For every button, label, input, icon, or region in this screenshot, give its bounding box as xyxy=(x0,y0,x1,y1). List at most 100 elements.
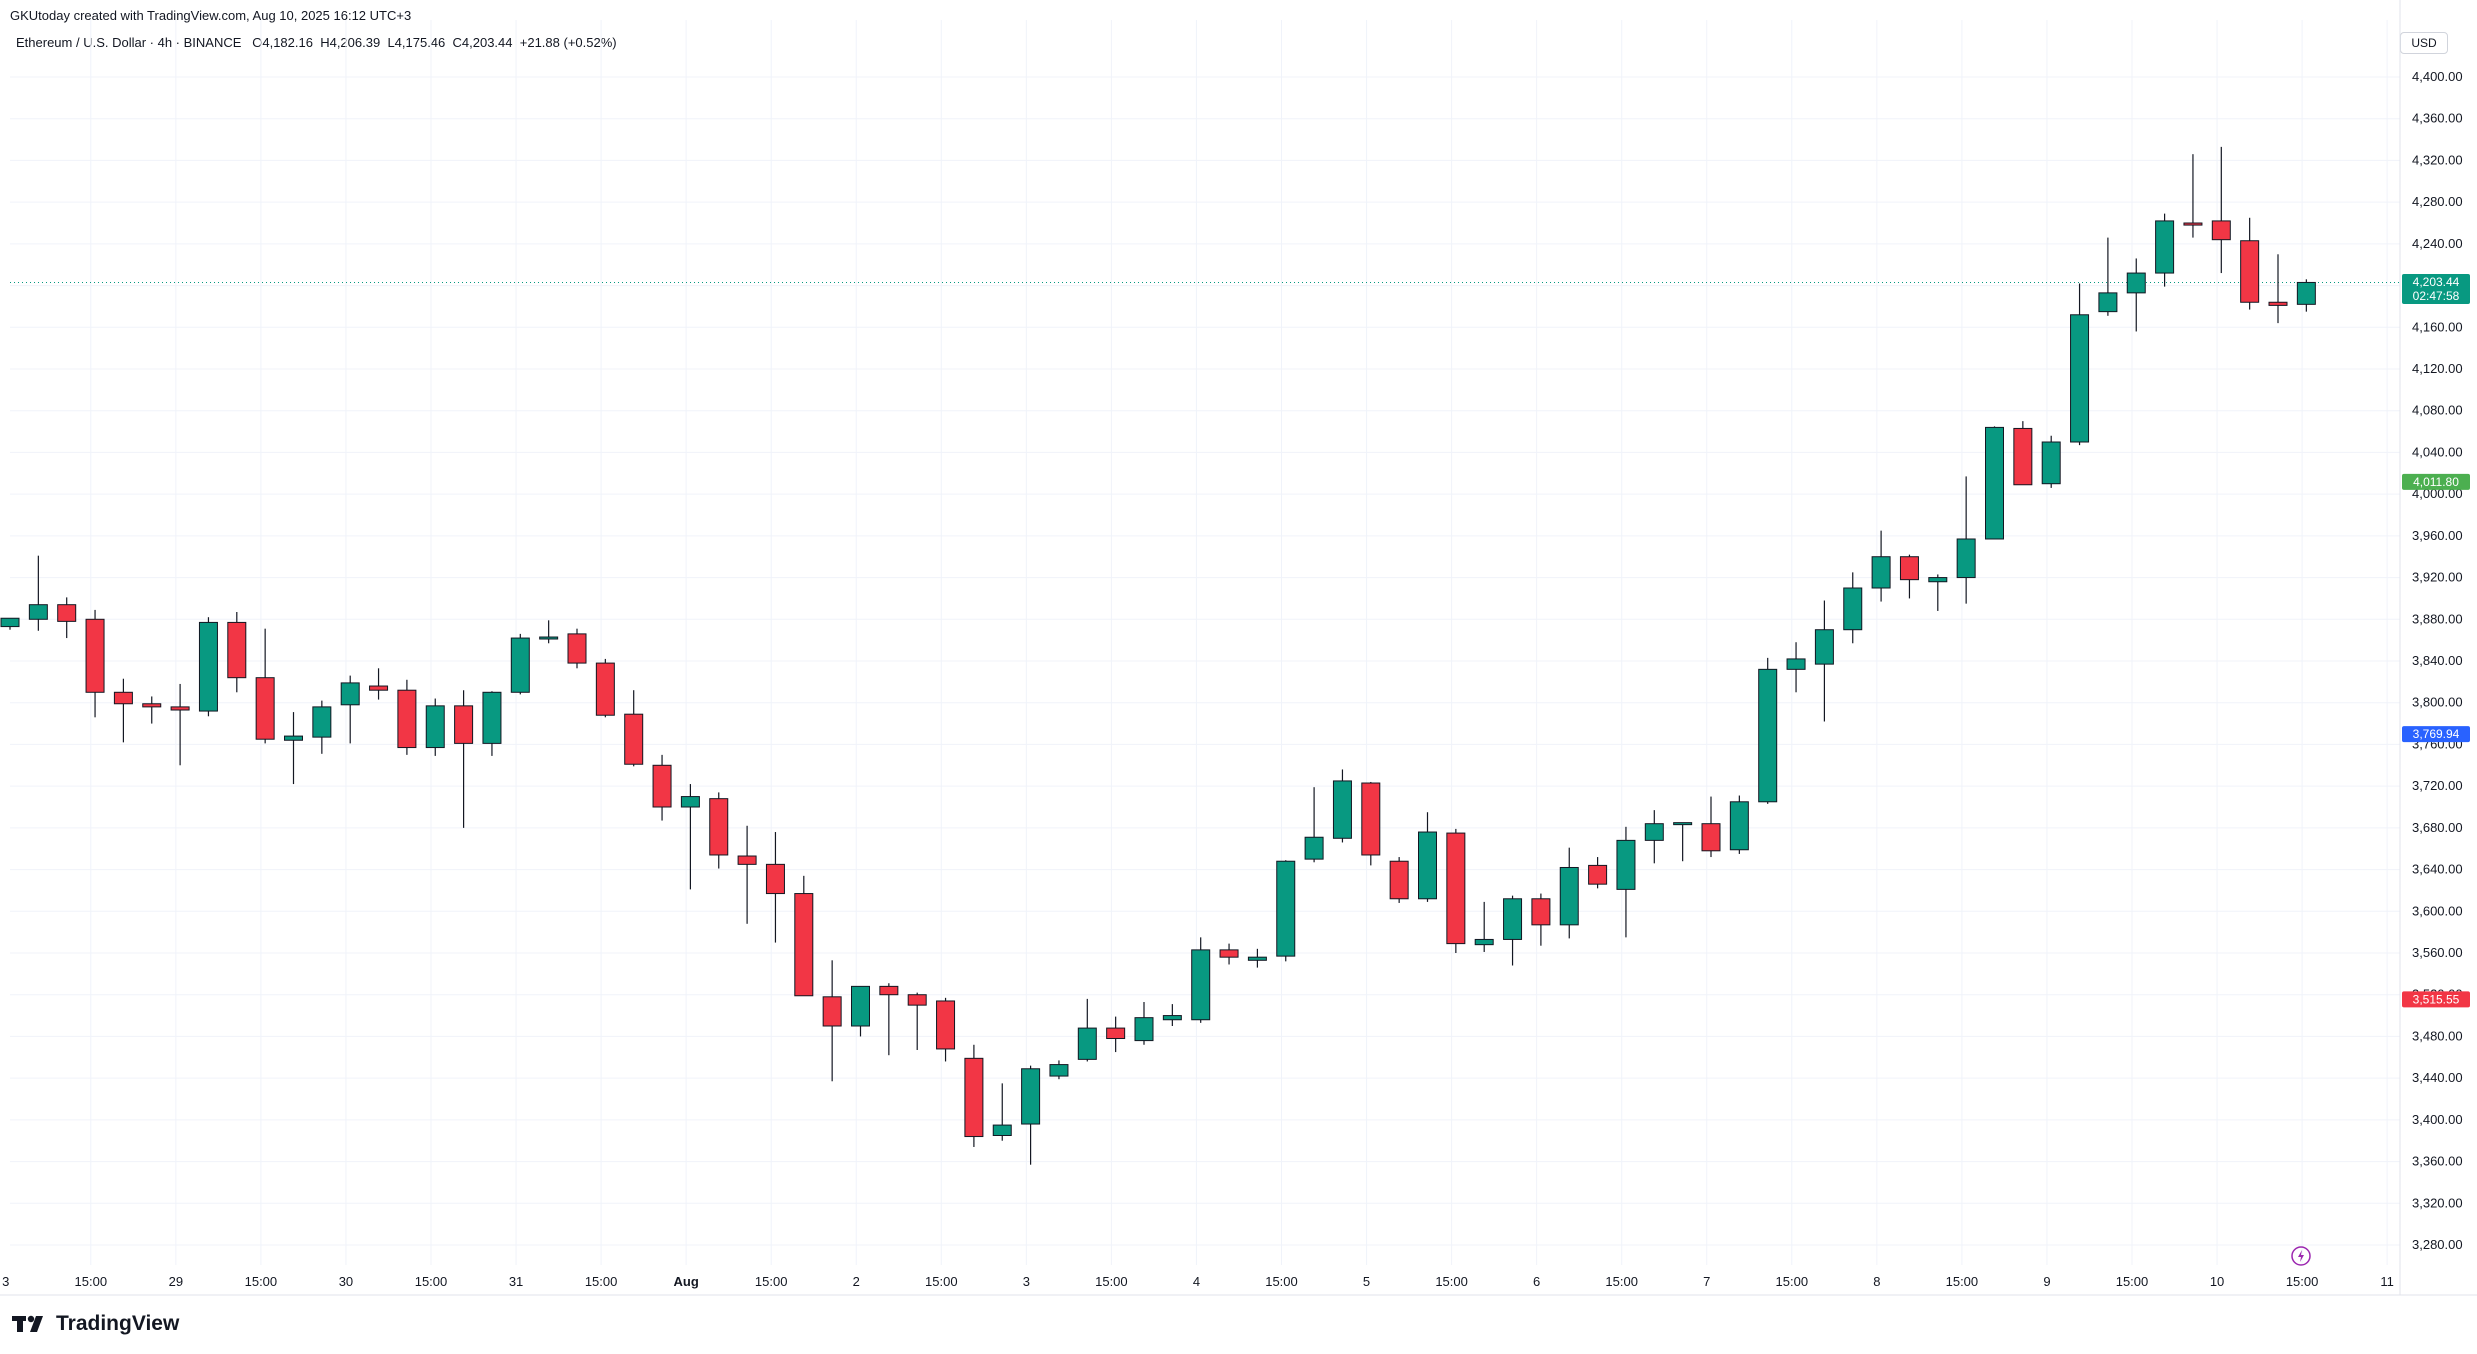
candle-body xyxy=(1049,1064,1069,1077)
y-tick-label: 4,400.00 xyxy=(2412,69,2463,84)
x-tick-label: 10 xyxy=(2210,1274,2224,1289)
candle-body xyxy=(1786,658,1806,670)
candle-body xyxy=(1389,860,1409,900)
candle-body xyxy=(1899,556,1919,581)
candle-body xyxy=(1814,629,1834,665)
candle-body xyxy=(1162,1015,1182,1021)
x-tick-label: 15:00 xyxy=(1265,1274,1298,1289)
y-tick-label: 4,040.00 xyxy=(2412,444,2463,459)
y-tick-label: 3,360.00 xyxy=(2412,1154,2463,1169)
legend-change: +21.88 (+0.52%) xyxy=(519,35,617,50)
y-tick-label: 3,320.00 xyxy=(2412,1195,2463,1210)
candle-body xyxy=(1871,556,1891,589)
candle-body xyxy=(794,893,814,997)
candle-body xyxy=(284,735,303,741)
x-tick-label: 2 xyxy=(853,1274,860,1289)
x-tick-label: 15:00 xyxy=(755,1274,788,1289)
y-tick-label: 4,240.00 xyxy=(2412,236,2463,251)
x-tick-label: 30 xyxy=(339,1274,353,1289)
y-tick-label: 4,080.00 xyxy=(2412,403,2463,418)
currency-button[interactable]: USD xyxy=(2400,32,2448,54)
candle-body xyxy=(57,604,77,622)
candle-body xyxy=(2070,314,2090,443)
y-tick-label: 3,840.00 xyxy=(2412,653,2463,668)
candle-body xyxy=(652,764,672,808)
x-tick-label: 4 xyxy=(1193,1274,1200,1289)
candle-body xyxy=(567,633,587,664)
candle-body xyxy=(1191,949,1211,1021)
legend-close: C4,203.44 xyxy=(452,35,513,50)
candle-body xyxy=(369,685,389,691)
candle-body xyxy=(1219,949,1239,958)
y-tick-label: 4,360.00 xyxy=(2412,111,2463,126)
y-tick-label: 4,000.00 xyxy=(2412,486,2463,501)
y-tick-label: 3,880.00 xyxy=(2412,611,2463,626)
candle-body xyxy=(1503,898,1523,940)
candle-body xyxy=(822,996,842,1027)
candle-body xyxy=(1474,938,1494,946)
x-tick-label: 6 xyxy=(1533,1274,1540,1289)
y-tick-label: 3,280.00 xyxy=(2412,1237,2463,1252)
candle-body xyxy=(340,682,360,706)
x-tick-label: 15:00 xyxy=(585,1274,618,1289)
candle-body xyxy=(425,705,445,749)
candle-body xyxy=(397,689,417,749)
candle-body xyxy=(2041,441,2061,485)
candle-body xyxy=(1332,780,1352,839)
tradingview-logo[interactable]: TradingView xyxy=(12,1312,179,1336)
x-tick-label: 5 xyxy=(1363,1274,1370,1289)
x-tick-label: 15:00 xyxy=(1605,1274,1638,1289)
candle-body xyxy=(539,636,559,640)
lightning-icon[interactable] xyxy=(2290,1245,2312,1267)
x-tick-label: 15:00 xyxy=(925,1274,958,1289)
candle-body xyxy=(1418,831,1437,900)
candle-body xyxy=(964,1057,984,1138)
x-tick-label: 15:00 xyxy=(1435,1274,1468,1289)
y-tick-label: 3,560.00 xyxy=(2412,945,2463,960)
candle-body xyxy=(1616,839,1636,890)
candle-body xyxy=(1446,832,1466,945)
candle-body xyxy=(198,621,218,712)
candle-body xyxy=(1729,801,1749,851)
tradingview-logo-icon xyxy=(12,1315,43,1332)
candle-body xyxy=(28,604,48,620)
x-tick-label: 15:00 xyxy=(1095,1274,1128,1289)
candle-body xyxy=(0,617,20,628)
candle-body xyxy=(482,691,502,744)
x-tick-label: 3 xyxy=(1023,1274,1030,1289)
candle-body xyxy=(992,1124,1012,1136)
price-marker-label: 4,203.44 xyxy=(2413,275,2460,289)
price-marker-label: 4,011.80 xyxy=(2413,475,2459,489)
x-tick-label: 9 xyxy=(2043,1274,2050,1289)
candle-body xyxy=(142,703,162,708)
candle-body xyxy=(312,706,332,738)
legend-high: H4,206.39 xyxy=(320,35,381,50)
symbol-legend: Ethereum / U.S. Dollar · 4h · BINANCE O4… xyxy=(16,35,617,50)
y-tick-label: 3,600.00 xyxy=(2412,903,2463,918)
x-tick-label: 15:00 xyxy=(1776,1274,1809,1289)
candle-body xyxy=(737,855,757,865)
y-tick-label: 3,440.00 xyxy=(2412,1070,2463,1085)
candle-body xyxy=(2296,281,2316,305)
candle-body xyxy=(936,1000,956,1050)
y-tick-label: 4,160.00 xyxy=(2412,319,2463,334)
candle-body xyxy=(2240,240,2260,303)
candle-body xyxy=(1928,577,1948,583)
x-tick-label: 7 xyxy=(1703,1274,1710,1289)
symbol-title[interactable]: Ethereum / U.S. Dollar · 4h · BINANCE xyxy=(16,35,242,50)
x-tick-label: 15:00 xyxy=(245,1274,278,1289)
candle-body xyxy=(595,662,615,716)
x-tick-label: 15:00 xyxy=(2116,1274,2149,1289)
candle-body xyxy=(2268,301,2288,306)
legend-open: O4,182.16 xyxy=(252,35,313,50)
candle-body xyxy=(510,637,530,693)
y-tick-label: 4,280.00 xyxy=(2412,194,2463,209)
x-tick-label: 11 xyxy=(2380,1274,2394,1289)
candle-body xyxy=(1077,1027,1097,1060)
y-tick-label: 3,640.00 xyxy=(2412,862,2463,877)
candle-body xyxy=(1134,1017,1154,1042)
candle-body xyxy=(1843,587,1863,631)
candle-body xyxy=(1304,836,1324,860)
candle-body xyxy=(1276,860,1296,957)
